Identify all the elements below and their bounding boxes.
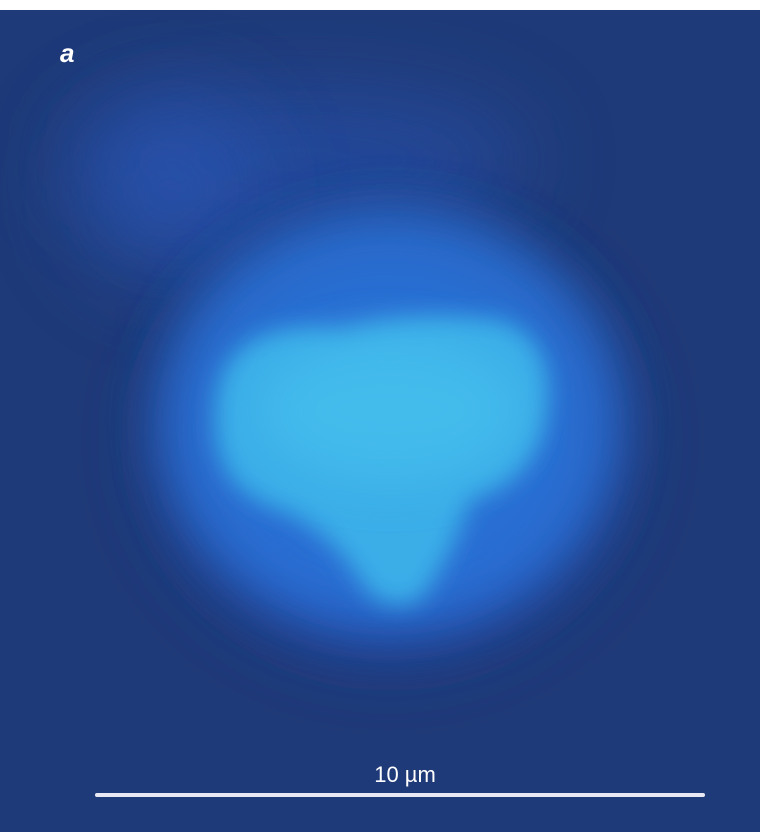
panel-label: a (60, 38, 74, 68)
cell (70, 90, 670, 700)
scale-bar-label: 10 µm (374, 762, 436, 787)
